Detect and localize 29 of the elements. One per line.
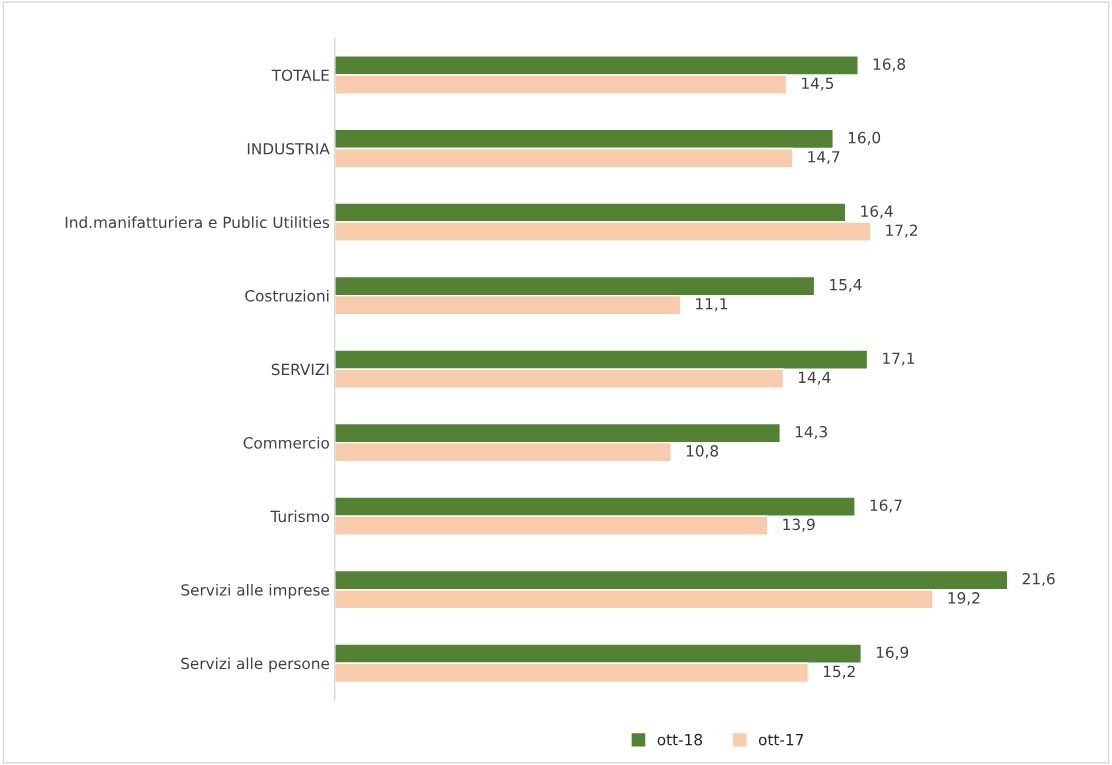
legend-label: ott-17 (758, 734, 804, 746)
data-label: 10,8 (686, 445, 719, 459)
data-label: 17,1 (883, 352, 915, 366)
legend-label: ott-18 (657, 733, 703, 746)
data-label: 14,7 (808, 151, 840, 165)
data-label: 14,5 (802, 77, 834, 91)
data-label: 16,9 (876, 646, 909, 660)
y-tick-label: Costruzioni (245, 289, 329, 302)
y-tick-label: INDUSTRIA (247, 143, 330, 155)
y-tick-label: Servizi alle persone (181, 657, 330, 673)
y-tick-label: Commercio (243, 436, 330, 449)
data-label: 16,8 (873, 58, 906, 72)
data-label: 15,4 (830, 279, 862, 293)
data-label: 15,2 (823, 665, 855, 679)
y-tick-label: Servizi alle imprese (181, 583, 330, 599)
y-tick-label: SERVIZI (271, 363, 329, 376)
data-label: 14,4 (798, 371, 831, 385)
data-label: 21,6 (1022, 573, 1055, 587)
data-label: 11,1 (696, 298, 728, 312)
data-label: 14,3 (795, 425, 827, 440)
data-label: 13,9 (783, 518, 815, 532)
data-label: 16,0 (848, 131, 881, 145)
y-tick-label: TOTALE (271, 69, 329, 82)
data-label: 16,4 (861, 205, 893, 219)
data-label: 16,7 (870, 499, 902, 513)
data-label: 19,2 (948, 592, 980, 606)
y-tick-label: Ind.manifatturiera e Public Utilities (65, 216, 330, 229)
y-tick-label: Turismo (270, 510, 330, 523)
data-label: 17,2 (886, 224, 918, 238)
